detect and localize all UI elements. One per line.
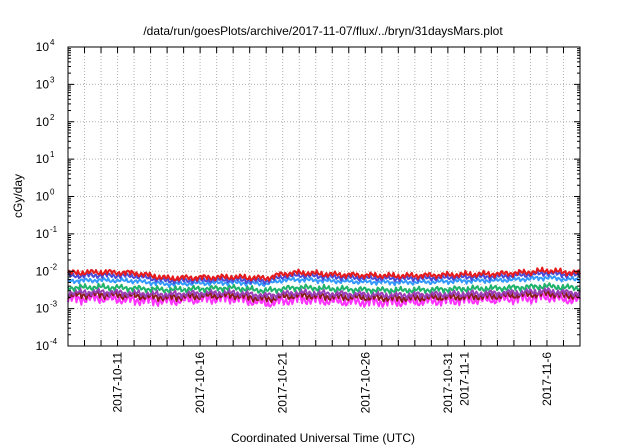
y-tick-label: 10 0 [36,188,55,204]
series-layer [67,266,581,308]
series-line [67,282,581,295]
y-tick-label: 10 -4 [36,337,58,353]
chart-title: /data/run/goesPlots/archive/2017-11-07/f… [143,24,503,38]
y-tick-base: 10 [36,339,50,353]
x-tick-labels: 2017-10-11 2017-10-16 2017-10-21 2017-10-26… [111,352,554,414]
series-line [67,291,581,308]
y-tick-label: 10 3 [36,75,55,91]
x-tick-label: 2017-10-21 [276,352,290,414]
y-tick-base: 10 [36,115,50,129]
y-tick-exponent: -4 [50,337,58,346]
x-tick-label: 2017-11-6 [540,352,554,406]
x-tick-label: 2017-10-16 [193,352,207,414]
x-tick-label: 2017-11-1 [457,352,471,406]
series-line [67,266,581,282]
y-tick-label: 10 1 [36,150,55,166]
y-tick-label: 10 -1 [36,225,58,241]
y-tick-base: 10 [36,40,50,54]
y-tick-base: 10 [36,302,50,316]
series-line [67,286,581,300]
y-tick-label: 10 2 [36,113,55,129]
y-tick-base: 10 [36,77,50,91]
y-tick-exponent: 4 [50,38,55,47]
y-tick-exponent: 2 [50,113,55,122]
x-axis-label: Coordinated Universal Time (UTC) [231,431,415,445]
y-tick-base: 10 [36,190,50,204]
y-axis-label: cGy/day [11,174,25,218]
y-tick-label: 10 -3 [36,300,58,316]
x-tick-label: 2017-10-11 [111,352,125,413]
x-tick-label: 2017-10-31 [441,352,455,414]
y-tick-exponent: -3 [50,300,58,309]
y-tick-exponent: 1 [50,150,55,159]
y-tick-exponent: 3 [50,75,55,84]
y-tick-base: 10 [36,264,50,278]
y-tick-exponent: -1 [50,225,58,234]
y-tick-label: 10 4 [36,38,55,54]
series-line [67,289,581,303]
y-tick-base: 10 [36,227,50,241]
axis-ticks [68,46,580,347]
y-tick-base: 10 [36,152,50,166]
x-tick-label: 2017-10-26 [358,352,372,414]
y-tick-exponent: -2 [50,262,58,271]
y-tick-exponent: 0 [50,188,55,197]
y-tick-label: 10 -2 [36,262,58,278]
